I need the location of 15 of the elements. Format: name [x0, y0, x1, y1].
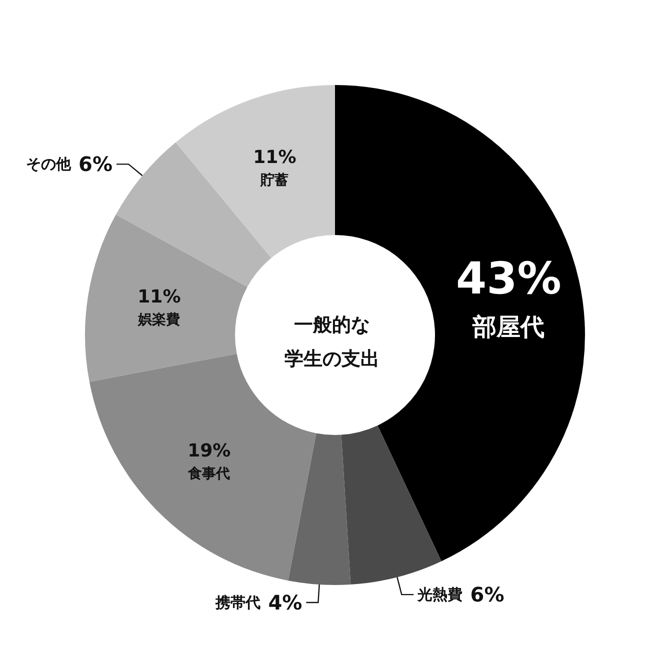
data-label: 11% — [253, 147, 296, 168]
slice-label: 貯蓄 — [260, 172, 289, 189]
slice-label: その他 — [26, 155, 72, 174]
slice-label: 光熱費 — [416, 586, 463, 604]
data-label: 19% — [188, 440, 231, 462]
data-label: 11% — [138, 286, 181, 308]
data-label: 43% — [456, 254, 562, 305]
slice-label: 娯楽費 — [137, 312, 180, 328]
slice-label: 食事代 — [187, 466, 230, 482]
data-label: 4% — [268, 590, 302, 614]
slice-label: 携帯代 — [214, 593, 261, 612]
slice-label: 部屋代 — [472, 313, 545, 342]
text: 一般的な学生の支出 — [284, 314, 380, 370]
data-label: 6% — [78, 152, 113, 176]
data-label: 6% — [470, 582, 504, 607]
